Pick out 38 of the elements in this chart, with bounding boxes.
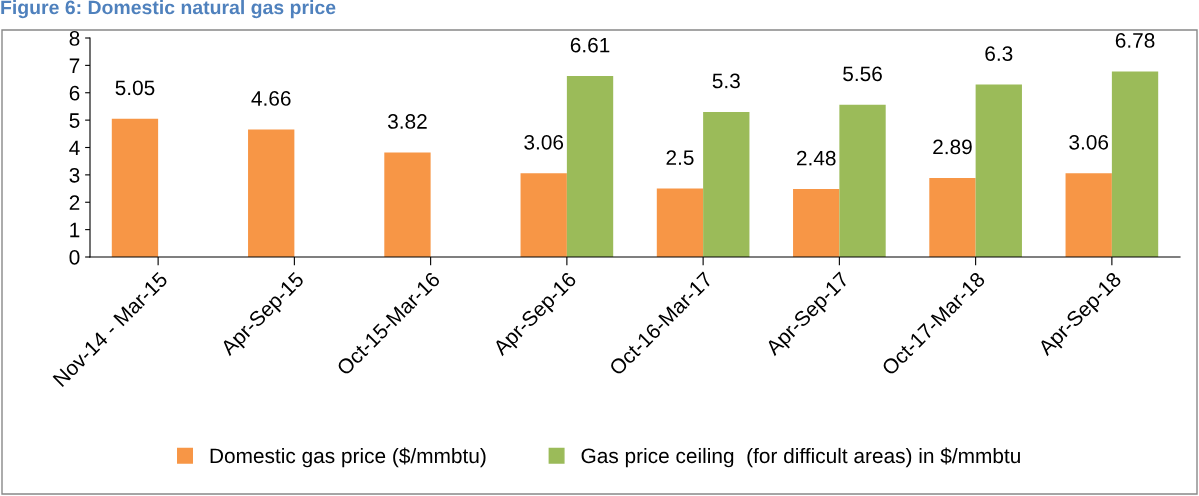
bar: [839, 104, 886, 257]
bar: [703, 111, 750, 257]
data-label: 2.89: [933, 139, 972, 155]
data-label: 3.06: [1069, 134, 1109, 150]
bar: [1111, 71, 1159, 257]
y-tick-label: 7: [69, 58, 80, 73]
y-tick-label: 5: [69, 113, 80, 128]
bar: [384, 152, 431, 257]
bar: [248, 129, 295, 257]
legend-label: Gas price ceiling (for difficult areas) in $/mmbtu: [581, 447, 1020, 468]
y-tick-label: 6: [69, 85, 80, 101]
bar: [566, 76, 614, 257]
y-tick-label: 0: [69, 250, 80, 265]
data-label: 2.48: [796, 150, 836, 166]
bar: [111, 118, 159, 257]
data-label: 3.06: [524, 134, 564, 150]
y-tick-label: 3: [69, 167, 80, 183]
bar: [929, 177, 976, 257]
data-label: 5.05: [115, 80, 155, 96]
data-label: 6.78: [1115, 33, 1155, 48]
legend-label: Domestic gas price ($/mmbtu): [210, 447, 486, 468]
bar: [1065, 173, 1112, 257]
data-label: 2.5: [666, 150, 694, 165]
y-tick-label: 8: [69, 31, 80, 46]
bar: [656, 188, 704, 257]
bar: [520, 173, 567, 257]
data-label: 5.3: [712, 73, 740, 89]
y-tick-label: 2: [69, 195, 80, 210]
data-label: 5.56: [843, 66, 882, 82]
y-tick-label: 1: [70, 222, 80, 238]
bar: [975, 84, 1022, 257]
data-label: 4.66: [251, 91, 291, 106]
bar: [793, 189, 840, 257]
data-label: 6.61: [570, 37, 610, 53]
y-tick-label: 4: [69, 140, 80, 156]
data-label: 3.82: [387, 114, 427, 129]
data-label: 6.3: [985, 46, 1013, 61]
chart-title: Figure 6: Domestic natural gas price: [1, 0, 336, 19]
